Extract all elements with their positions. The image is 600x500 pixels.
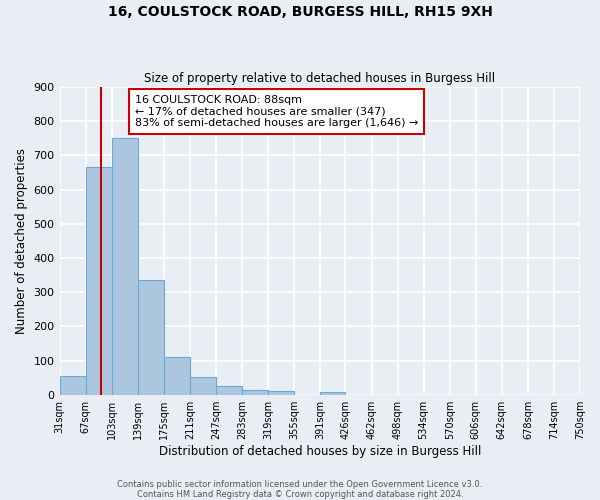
- Bar: [59, 376, 86, 394]
- Bar: [138, 280, 164, 394]
- Bar: [86, 168, 112, 394]
- Bar: [190, 377, 216, 394]
- Bar: [216, 386, 242, 394]
- Bar: [242, 390, 268, 394]
- Text: 16 COULSTOCK ROAD: 88sqm
← 17% of detached houses are smaller (347)
83% of semi-: 16 COULSTOCK ROAD: 88sqm ← 17% of detach…: [135, 94, 418, 128]
- Title: Size of property relative to detached houses in Burgess Hill: Size of property relative to detached ho…: [144, 72, 496, 85]
- Text: 16, COULSTOCK ROAD, BURGESS HILL, RH15 9XH: 16, COULSTOCK ROAD, BURGESS HILL, RH15 9…: [107, 5, 493, 19]
- Bar: [268, 392, 294, 394]
- Text: Contains public sector information licensed under the Open Government Licence v3: Contains public sector information licen…: [118, 480, 482, 489]
- Text: Contains HM Land Registry data © Crown copyright and database right 2024.: Contains HM Land Registry data © Crown c…: [137, 490, 463, 499]
- X-axis label: Distribution of detached houses by size in Burgess Hill: Distribution of detached houses by size …: [158, 444, 481, 458]
- Bar: [320, 392, 346, 394]
- Bar: [164, 357, 190, 395]
- Bar: [112, 138, 138, 394]
- Y-axis label: Number of detached properties: Number of detached properties: [15, 148, 28, 334]
